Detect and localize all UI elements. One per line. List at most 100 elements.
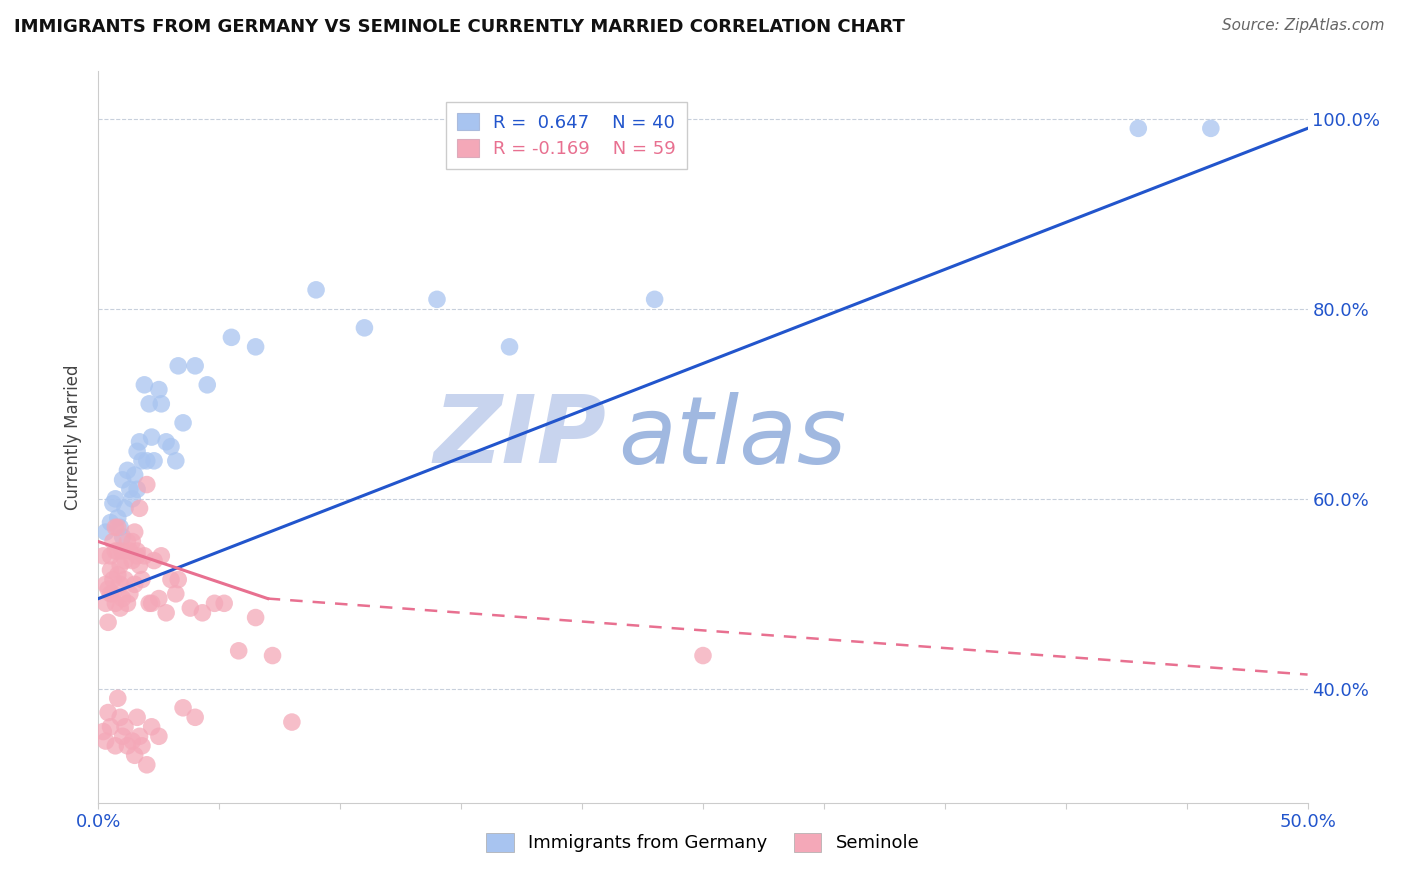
Point: [121, 553, 143, 567]
Point: [134, 549, 156, 563]
Point: [121, 491, 143, 506]
Point: [127, 544, 149, 558]
Point: [204, 596, 226, 610]
Point: [94, 524, 117, 539]
Point: [128, 729, 150, 743]
Point: [155, 434, 177, 449]
Point: [97, 582, 120, 596]
Point: [141, 430, 163, 444]
Point: [94, 596, 117, 610]
Y-axis label: Currently Married: Currently Married: [65, 364, 83, 510]
Point: [124, 577, 146, 591]
Point: [94, 734, 117, 748]
Point: [117, 534, 139, 549]
Point: [117, 739, 139, 753]
Point: [305, 283, 328, 297]
Point: [118, 483, 141, 497]
Point: [111, 473, 134, 487]
Point: [118, 587, 141, 601]
Text: atlas: atlas: [619, 392, 846, 483]
Point: [1199, 121, 1222, 136]
Point: [135, 477, 157, 491]
Point: [108, 520, 131, 534]
Point: [101, 573, 124, 587]
Point: [118, 544, 141, 558]
Point: [127, 710, 149, 724]
Point: [221, 330, 243, 344]
Point: [128, 558, 150, 573]
Text: ZIP: ZIP: [433, 391, 606, 483]
Point: [150, 397, 173, 411]
Point: [141, 596, 163, 610]
Point: [104, 739, 127, 753]
Point: [114, 553, 136, 567]
Point: [127, 483, 149, 497]
Point: [184, 359, 207, 373]
Point: [281, 714, 304, 729]
Point: [108, 558, 131, 573]
Point: [128, 501, 150, 516]
Point: [1128, 121, 1150, 136]
Point: [107, 511, 129, 525]
Point: [184, 710, 207, 724]
Point: [134, 377, 156, 392]
Point: [127, 444, 149, 458]
Point: [262, 648, 284, 663]
Point: [353, 321, 375, 335]
Point: [172, 701, 194, 715]
Point: [245, 610, 267, 624]
Point: [426, 293, 449, 307]
Point: [121, 534, 143, 549]
Point: [111, 530, 134, 544]
Point: [150, 549, 173, 563]
Point: [179, 601, 201, 615]
Point: [135, 454, 157, 468]
Point: [108, 710, 131, 724]
Point: [141, 720, 163, 734]
Point: [100, 516, 122, 530]
Point: [114, 501, 136, 516]
Point: [148, 383, 170, 397]
Point: [100, 587, 122, 601]
Point: [124, 468, 146, 483]
Point: [97, 706, 120, 720]
Point: [117, 596, 139, 610]
Point: [121, 734, 143, 748]
Point: [107, 544, 129, 558]
Point: [148, 729, 170, 743]
Point: [143, 454, 166, 468]
Point: [91, 724, 114, 739]
Point: [138, 397, 160, 411]
Point: [97, 615, 120, 630]
Point: [127, 549, 149, 563]
Point: [135, 757, 157, 772]
Point: [167, 573, 190, 587]
Point: [111, 544, 134, 558]
Point: [143, 553, 166, 567]
Point: [101, 534, 124, 549]
Point: [498, 340, 520, 354]
Point: [114, 720, 136, 734]
Point: [114, 573, 136, 587]
Point: [148, 591, 170, 606]
Point: [155, 606, 177, 620]
Point: [160, 440, 183, 454]
Point: [104, 544, 127, 558]
Point: [108, 601, 131, 615]
Point: [228, 644, 250, 658]
Point: [101, 587, 124, 601]
Point: [101, 497, 124, 511]
Legend: Immigrants from Germany, Seminole: Immigrants from Germany, Seminole: [479, 826, 927, 860]
Point: [191, 606, 214, 620]
Point: [100, 563, 122, 577]
Point: [100, 720, 122, 734]
Point: [104, 520, 127, 534]
Point: [165, 454, 187, 468]
Point: [167, 359, 190, 373]
Point: [172, 416, 194, 430]
Point: [245, 340, 267, 354]
Point: [131, 454, 153, 468]
Point: [94, 577, 117, 591]
Point: [131, 739, 153, 753]
Point: [124, 524, 146, 539]
